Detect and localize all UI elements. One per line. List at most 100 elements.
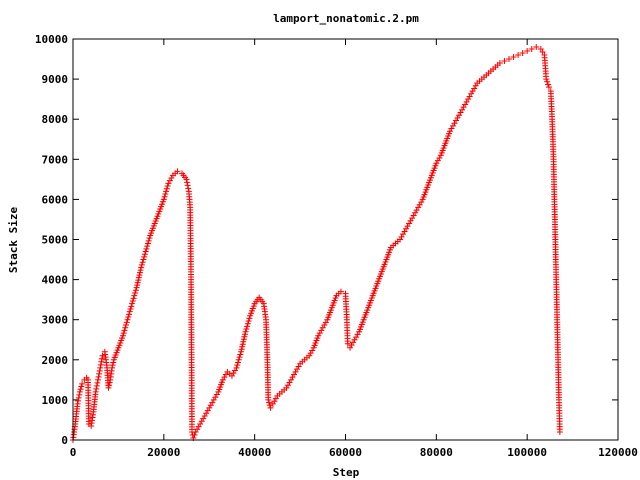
- data-point: [515, 52, 522, 59]
- y-tick-label: 9000: [42, 73, 69, 86]
- data-point: [234, 362, 241, 369]
- data-point: [133, 284, 140, 291]
- y-axis-ticks: 0 1000 2000 3000 4000 5000 6000 7000 8000 9000 100…: [35, 33, 618, 447]
- data-point: [97, 361, 104, 368]
- data-point: [135, 274, 142, 281]
- data-point: [76, 388, 83, 395]
- y-tick-label: 0: [61, 434, 68, 447]
- data-point: [92, 388, 99, 395]
- data-point: [242, 328, 249, 335]
- data-point: [501, 58, 508, 65]
- data-point: [126, 311, 133, 318]
- data-point: [539, 49, 546, 56]
- data-point: [129, 300, 136, 307]
- data-point: [240, 338, 247, 345]
- data-point: [136, 269, 143, 276]
- data-point: [140, 256, 147, 263]
- data-point: [93, 382, 100, 389]
- data-point: [93, 385, 100, 392]
- data-point: [161, 193, 168, 200]
- data-point: [76, 391, 83, 398]
- data-point: [144, 240, 151, 247]
- data-point: [79, 380, 86, 387]
- data-point: [130, 295, 137, 302]
- data-point: [239, 343, 246, 350]
- data-point: [123, 319, 130, 326]
- data-point: [134, 282, 141, 289]
- data-point: [75, 394, 82, 401]
- data-point: [138, 264, 145, 271]
- plot-frame: [72, 38, 619, 441]
- data-point: [128, 303, 135, 310]
- data-point: [239, 341, 246, 348]
- data-point: [160, 196, 167, 203]
- data-point: [191, 431, 198, 438]
- data-point: [127, 306, 134, 313]
- data-point: [524, 48, 531, 55]
- data-point: [246, 315, 253, 322]
- data-point: [233, 364, 240, 371]
- data-point: [185, 185, 192, 192]
- data-point: [74, 400, 81, 407]
- data-point: [126, 308, 133, 315]
- data-point: [266, 399, 273, 406]
- data-point: [136, 272, 143, 279]
- y-axis-label: Stack Size: [7, 207, 20, 274]
- data-point: [241, 333, 248, 340]
- data-point: [75, 397, 82, 404]
- x-axis-ticks: 0 20000 40000 60000 80000 100000 120000: [70, 39, 638, 459]
- data-point: [77, 386, 84, 393]
- data-point: [96, 367, 103, 374]
- x-tick-label: 0: [70, 446, 77, 459]
- data-point: [533, 44, 540, 51]
- data-point: [163, 185, 170, 192]
- data-point: [94, 376, 101, 383]
- data-point: [240, 336, 247, 343]
- data-point: [545, 84, 552, 91]
- data-point: [143, 245, 150, 252]
- data-point: [132, 287, 139, 294]
- data-point: [95, 373, 102, 380]
- data-point: [139, 259, 146, 266]
- data-point: [106, 379, 113, 386]
- data-point: [235, 356, 242, 363]
- data-point: [78, 383, 85, 390]
- data-point: [124, 316, 131, 323]
- data-point: [556, 428, 563, 435]
- data-point: [109, 364, 116, 371]
- data-point: [96, 370, 103, 377]
- data-point: [137, 267, 144, 274]
- data-point: [267, 404, 274, 411]
- x-tick-label: 120000: [598, 446, 638, 459]
- x-tick-label: 80000: [420, 446, 453, 459]
- data-point: [242, 331, 249, 338]
- x-tick-label: 60000: [329, 446, 362, 459]
- data-point: [544, 78, 551, 85]
- x-tick-label: 20000: [147, 446, 180, 459]
- data-point: [98, 358, 105, 365]
- y-tick-label: 5000: [42, 234, 69, 247]
- x-tick-label: 40000: [238, 446, 271, 459]
- data-point: [135, 277, 142, 284]
- y-tick-label: 6000: [42, 193, 69, 206]
- data-point: [132, 289, 139, 296]
- data-point: [105, 384, 112, 391]
- data-point: [244, 320, 251, 327]
- data-point: [528, 46, 535, 53]
- data-point: [110, 359, 117, 366]
- data-point: [183, 176, 190, 183]
- data-point: [266, 402, 273, 409]
- data-point: [174, 168, 181, 175]
- data-point: [496, 60, 503, 67]
- data-point: [141, 253, 148, 260]
- data-point: [141, 251, 148, 258]
- data-point: [122, 324, 129, 331]
- data-point: [235, 359, 242, 366]
- data-point: [243, 326, 250, 333]
- data-point: [184, 182, 191, 189]
- data-point: [142, 248, 149, 255]
- x-axis-label: Step: [333, 466, 360, 479]
- chart-title: lamport_nonatomic.2.pm: [273, 12, 419, 25]
- data-point: [144, 243, 151, 250]
- data-point: [519, 50, 526, 57]
